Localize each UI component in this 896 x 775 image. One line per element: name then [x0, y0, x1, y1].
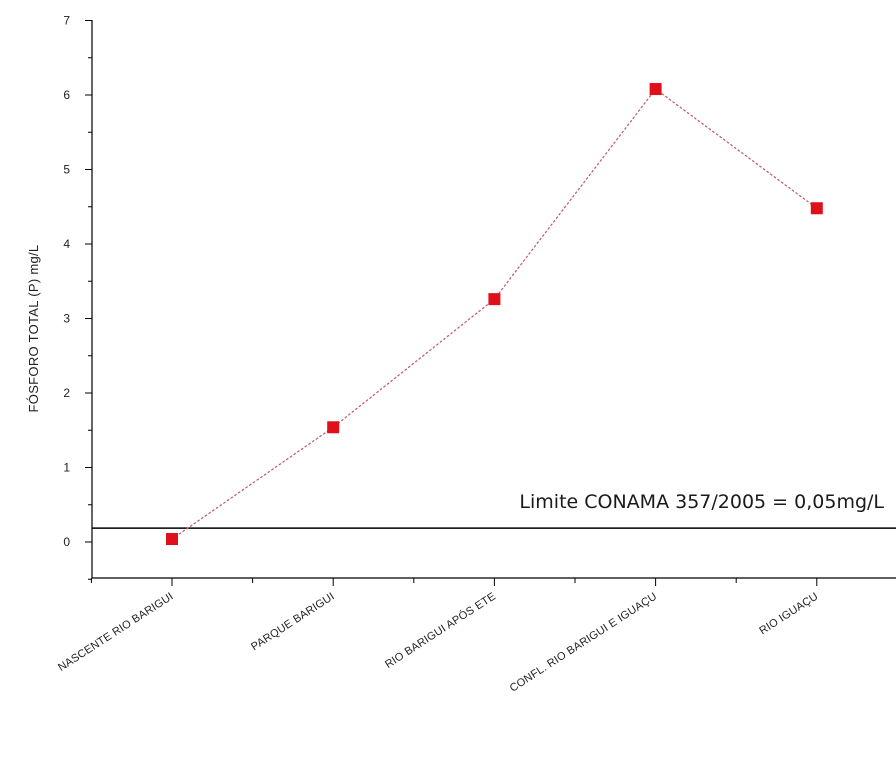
data-point-marker — [810, 202, 823, 215]
data-point-marker — [649, 83, 662, 96]
y-ticks: 0 1 2 3 4 5 6 7 — [63, 14, 92, 580]
x-tick-label: RIO IGUAÇU — [757, 590, 820, 637]
series-line — [171, 88, 818, 540]
y-tick-label: 7 — [63, 14, 70, 28]
y-tick-label: 0 — [63, 535, 70, 549]
data-point-marker — [166, 533, 178, 546]
reference-line-label: Limite CONAMA 357/2005 = 0,05mg/L — [519, 491, 884, 513]
y-tick-label: 2 — [63, 386, 70, 400]
y-axis-title: FÓSFORO TOTAL (P) mg/L — [26, 245, 41, 413]
x-tick-label: NASCENTE RIO BARIGUI — [56, 590, 176, 673]
y-tick-label: 4 — [63, 237, 70, 251]
y-tick-label: 3 — [63, 312, 70, 326]
x-tick-label: CONFL. RIO BARIGUI E IGUAÇU — [508, 590, 660, 694]
reference-line-group: Limite CONAMA 357/2005 = 0,05mg/L — [92, 491, 896, 529]
y-tick-label: 6 — [63, 88, 70, 102]
x-tick-label: RIO BARIGUI APÓS ETE — [383, 590, 499, 671]
y-tick-label: 5 — [63, 163, 70, 177]
data-point-marker — [327, 421, 340, 434]
x-ticks — [90, 578, 818, 586]
x-tick-label: PARQUE BARIGUI — [249, 590, 337, 653]
labels-group: NASCENTE RIO BARIGUI PARQUE BARIGUI RIO BA… — [26, 245, 820, 695]
data-point-marker — [488, 293, 501, 306]
y-tick-label: 1 — [63, 461, 70, 475]
series-group — [166, 83, 823, 546]
